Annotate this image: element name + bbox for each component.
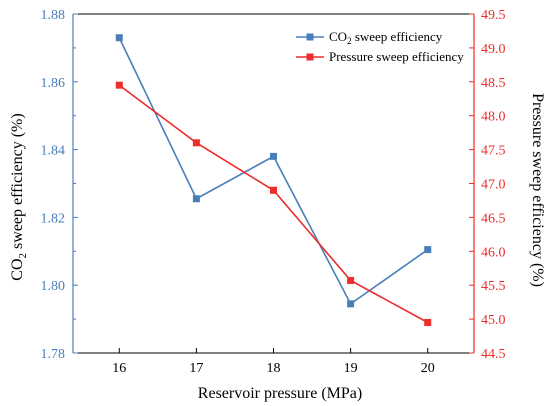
y-right-tick-label: 45.0 [481, 313, 506, 328]
series-1-point [347, 276, 355, 284]
series-1-point [115, 81, 123, 89]
y-right-tick-label: 46.0 [481, 245, 506, 260]
y-right-tick-label: 45.5 [481, 279, 506, 294]
series-0-point [424, 246, 432, 254]
x-tick-label: 17 [189, 361, 203, 376]
series-1-point [270, 186, 277, 194]
y-axis-left: 1.78 1.80 1.82 1.84 1.86 1.88 [41, 8, 78, 362]
series-0-point [115, 34, 123, 42]
y-left-tick-label: 1.88 [41, 8, 66, 23]
series-1-point [192, 139, 200, 147]
x-axis: 16 17 18 19 20 [112, 348, 435, 376]
y-axis-left-title-sub: 2 [17, 253, 29, 259]
legend-label-0-post: sweep efficiency [352, 29, 443, 44]
legend-label-0: CO2 sweep efficiency [329, 29, 443, 46]
y-right-tick-label: 49.5 [481, 8, 506, 23]
series-line-0 [118, 37, 429, 306]
y-left-tick-label: 1.86 [41, 76, 66, 91]
legend: CO2 sweep efficiency Pressure sweep effic… [296, 29, 464, 64]
x-tick-label: 16 [112, 361, 126, 376]
legend-label-1: Pressure sweep efficiency [329, 49, 464, 64]
y-axis-left-title-post: sweep efficiency (%) [9, 113, 26, 253]
y-axis-right: 44.5 45.0 45.5 46.0 46.5 47.0 47.5 48.0 48.5 49.0… [469, 8, 506, 362]
y-axis-left-title: CO2 sweep efficiency (%) [9, 113, 29, 280]
y-axis-left-title-pre: CO [9, 258, 26, 280]
legend-marker-1 [306, 53, 314, 61]
x-tick-label: 18 [267, 361, 281, 376]
series-0-point [270, 152, 277, 160]
series-layer [115, 34, 432, 326]
y-right-tick-label: 49.0 [481, 42, 506, 57]
legend-label-0-pre: CO [329, 29, 347, 44]
x-axis-title: Reservoir pressure (MPa) [198, 385, 362, 402]
y-axis-right-title: Pressure sweep efficiency (%) [529, 93, 546, 287]
x-tick-label: 20 [421, 361, 435, 376]
series-0-point [192, 195, 200, 203]
y-left-tick-label: 1.84 [41, 144, 66, 159]
series-0-point [347, 300, 355, 308]
series-line-1 [118, 84, 429, 324]
y-right-tick-label: 48.0 [481, 110, 506, 125]
legend-marker-0 [306, 33, 314, 41]
y-left-tick-label: 1.82 [41, 211, 66, 226]
series-1-point [424, 318, 432, 326]
y-right-tick-label: 46.5 [481, 211, 506, 226]
plot-frame [72, 13, 475, 354]
legend-label-0-sub: 2 [347, 36, 352, 46]
y-right-tick-label: 48.5 [481, 76, 506, 91]
y-left-tick-label: 1.78 [41, 347, 66, 362]
legend-label-1-pre: Pressure sweep efficiency [329, 49, 464, 64]
x-tick-label: 19 [344, 361, 358, 376]
y-right-tick-label: 47.5 [481, 144, 506, 159]
y-right-tick-label: 44.5 [481, 347, 506, 362]
y-right-tick-label: 47.0 [481, 178, 506, 193]
y-left-tick-label: 1.80 [41, 279, 66, 294]
